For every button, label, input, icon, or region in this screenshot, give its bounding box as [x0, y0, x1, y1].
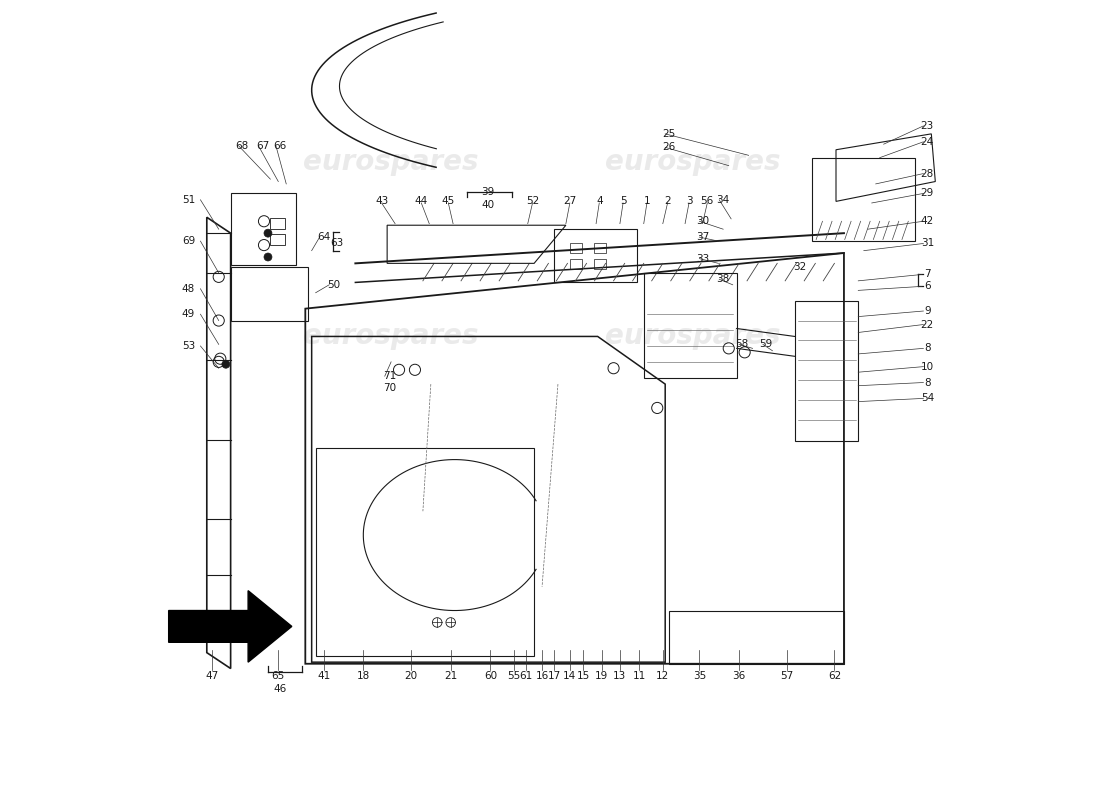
Text: 46: 46 [273, 684, 286, 694]
Text: 35: 35 [693, 671, 706, 682]
Text: 10: 10 [921, 362, 934, 372]
Text: 56: 56 [701, 196, 714, 206]
Text: 45: 45 [442, 196, 455, 206]
Text: 7: 7 [924, 270, 931, 279]
Text: 42: 42 [921, 216, 934, 226]
Text: 28: 28 [921, 169, 934, 178]
Text: 41: 41 [317, 671, 330, 682]
Circle shape [264, 229, 272, 237]
Text: 4: 4 [596, 196, 603, 206]
Text: 60: 60 [484, 671, 497, 682]
Text: 40: 40 [482, 200, 495, 210]
Bar [570, 259, 582, 269]
Bar [570, 243, 582, 253]
Text: eurospares: eurospares [605, 148, 781, 176]
Text: 34: 34 [716, 194, 729, 205]
Text: 65: 65 [272, 671, 285, 682]
Text: 36: 36 [733, 671, 746, 682]
Polygon shape [168, 590, 292, 662]
Text: 19: 19 [595, 671, 608, 682]
Text: 31: 31 [921, 238, 934, 249]
Text: 16: 16 [536, 671, 549, 682]
Circle shape [222, 360, 230, 368]
Text: 59: 59 [759, 339, 772, 350]
Text: 43: 43 [375, 196, 388, 206]
Text: 37: 37 [696, 232, 710, 242]
Text: 8: 8 [924, 343, 931, 354]
Text: 71: 71 [383, 371, 396, 381]
Text: 70: 70 [383, 383, 396, 393]
Text: 12: 12 [657, 671, 670, 682]
Text: 8: 8 [924, 378, 931, 387]
Text: 62: 62 [828, 671, 842, 682]
Text: 14: 14 [563, 671, 576, 682]
Bar [594, 243, 606, 253]
Text: 39: 39 [482, 187, 495, 197]
Text: 20: 20 [405, 671, 418, 682]
Text: eurospares: eurospares [304, 148, 478, 176]
Text: 17: 17 [548, 671, 561, 682]
Text: 11: 11 [632, 671, 646, 682]
Text: 21: 21 [444, 671, 458, 682]
Bar [271, 234, 285, 245]
Text: 6: 6 [924, 282, 931, 291]
Text: 30: 30 [696, 216, 710, 226]
Bar [594, 259, 606, 269]
Text: 53: 53 [182, 341, 195, 351]
Text: 2: 2 [664, 196, 671, 206]
Text: 64: 64 [317, 232, 330, 242]
Text: 54: 54 [921, 394, 934, 403]
Text: 1: 1 [644, 196, 650, 206]
Text: 67: 67 [256, 141, 270, 150]
Text: 15: 15 [576, 671, 590, 682]
Text: 50: 50 [328, 280, 341, 290]
Text: 13: 13 [614, 671, 627, 682]
Text: 48: 48 [182, 284, 195, 294]
Text: 3: 3 [685, 196, 692, 206]
Text: 61: 61 [519, 671, 532, 682]
Text: 29: 29 [921, 189, 934, 198]
Text: 51: 51 [182, 194, 195, 205]
Circle shape [264, 253, 272, 261]
Text: 9: 9 [924, 306, 931, 316]
Text: 23: 23 [921, 121, 934, 131]
Text: 63: 63 [330, 238, 343, 248]
Text: 18: 18 [356, 671, 370, 682]
Text: 27: 27 [563, 196, 576, 206]
Text: 38: 38 [716, 274, 729, 284]
Text: 57: 57 [780, 671, 793, 682]
Text: 32: 32 [793, 262, 807, 271]
Text: 25: 25 [662, 129, 675, 139]
Text: 26: 26 [662, 142, 675, 152]
Text: 66: 66 [273, 141, 286, 150]
Text: 49: 49 [182, 309, 195, 319]
Text: 69: 69 [182, 236, 195, 246]
Text: eurospares: eurospares [605, 322, 781, 350]
Text: 68: 68 [235, 141, 249, 150]
Text: 24: 24 [921, 137, 934, 147]
Text: 55: 55 [507, 671, 521, 682]
Text: 47: 47 [206, 671, 219, 682]
Text: 52: 52 [526, 196, 539, 206]
Text: 22: 22 [921, 319, 934, 330]
Bar [271, 218, 285, 229]
Text: 58: 58 [736, 339, 749, 350]
Text: eurospares: eurospares [304, 322, 478, 350]
Text: 5: 5 [619, 196, 626, 206]
Text: 44: 44 [415, 196, 428, 206]
Text: 33: 33 [696, 254, 710, 263]
